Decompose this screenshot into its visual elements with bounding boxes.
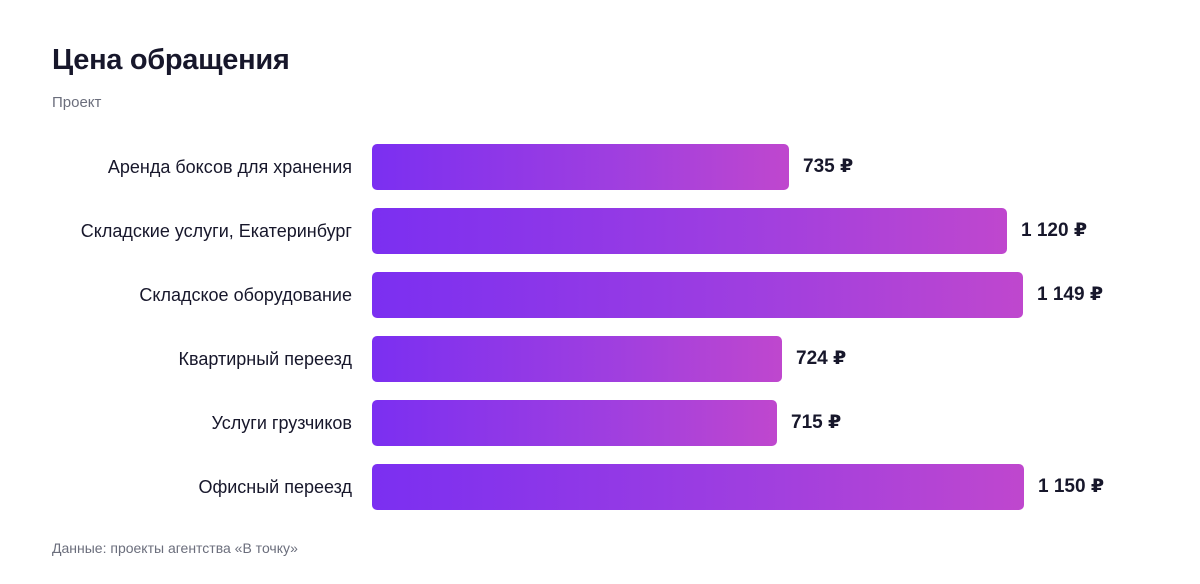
value-label: 715 ₽ (791, 412, 842, 433)
value-label: 724 ₽ (796, 348, 847, 369)
bar-row: Складские услуги, Екатеринбург 1 120 ₽ (0, 208, 1200, 254)
bar (372, 400, 777, 446)
category-label: Услуги грузчиков (211, 413, 352, 433)
value-label: 1 150 ₽ (1038, 476, 1105, 497)
value-label: 1 120 ₽ (1021, 220, 1088, 241)
bar (372, 272, 1023, 318)
category-label: Складское оборудование (139, 285, 352, 305)
bar-row: Аренда боксов для хранения 735 ₽ (0, 144, 1200, 190)
value-label: 735 ₽ (803, 156, 854, 177)
category-label: Аренда боксов для хранения (107, 157, 352, 177)
bar-row: Складское оборудование 1 149 ₽ (0, 272, 1200, 318)
category-label: Складские услуги, Екатеринбург (80, 221, 352, 241)
bar (372, 336, 782, 382)
bar (372, 144, 789, 190)
bar-row: Офисный переезд 1 150 ₽ (0, 464, 1200, 510)
source-note: Данные: проекты агентства «В точку» (52, 540, 298, 556)
bar-row: Услуги грузчиков 715 ₽ (0, 400, 1200, 446)
bar-row: Квартирный переезд 724 ₽ (0, 336, 1200, 382)
bar (372, 464, 1024, 510)
value-label: 1 149 ₽ (1037, 284, 1104, 305)
chart-title: Цена обращения (52, 44, 290, 76)
category-label: Офисный переезд (198, 477, 352, 497)
bar-chart: Аренда боксов для хранения 735 ₽ Складские… (0, 140, 1200, 520)
chart-subtitle: Проект (52, 94, 102, 111)
bar (372, 208, 1007, 254)
category-label: Квартирный переезд (178, 349, 352, 369)
